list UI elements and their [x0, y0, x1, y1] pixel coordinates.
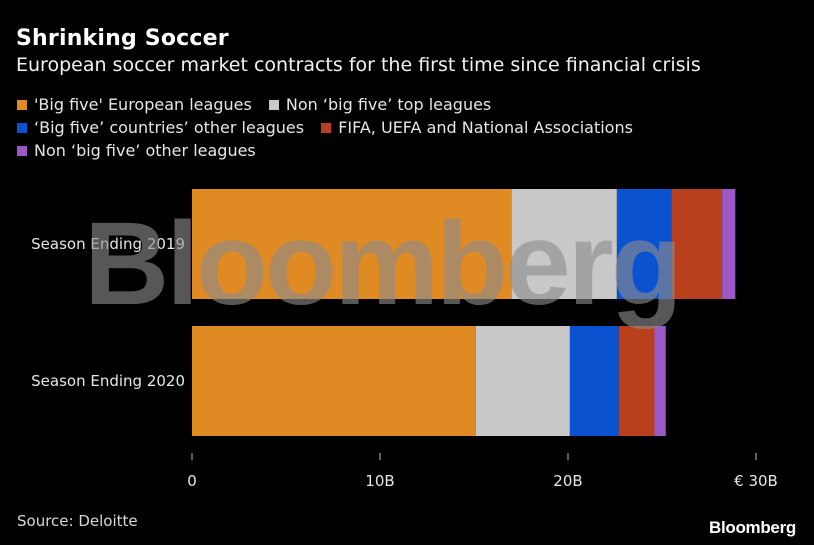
bar-segment-1-2: [569, 326, 619, 436]
legend-item-big-five: 'Big five' European leagues: [17, 95, 252, 114]
category-label: Season Ending 2019: [31, 235, 185, 253]
x-tick-label: € 30B: [734, 472, 778, 490]
chart-title: Shrinking Soccer: [16, 26, 229, 51]
legend-label-big-five-other: ‘Big five’ countries’ other leagues: [34, 118, 305, 137]
bar-segment-0-1: [511, 189, 617, 299]
legend: 'Big five' European leagues Non ‘big fiv…: [17, 95, 645, 164]
x-tick-label: 20B: [553, 472, 582, 490]
bar-segment-1-0: [192, 326, 476, 436]
bar-segment-0-2: [616, 189, 672, 299]
bar-segment-0-0: [192, 189, 512, 299]
x-tick-label: 0: [187, 472, 197, 490]
bar-segment-1-3: [618, 326, 655, 436]
brand-logo: Bloomberg: [708, 518, 796, 537]
legend-item-non-big-five-top: Non ‘big five’ top leagues: [268, 95, 492, 114]
chart-subtitle: European soccer market contracts for the…: [16, 54, 701, 76]
legend-swatch-non-big-five-other: [17, 146, 27, 156]
source-note: Source: Deloitte: [17, 512, 138, 530]
legend-label-fifa-uefa: FIFA, UEFA and National Associations: [338, 118, 633, 137]
legend-swatch-big-five: [17, 100, 27, 110]
legend-item-fifa-uefa: FIFA, UEFA and National Associations: [321, 118, 633, 137]
legend-label-non-big-five-top: Non ‘big five’ top leagues: [285, 95, 492, 114]
legend-swatch-big-five-other: [17, 123, 27, 133]
x-tick-label: 10B: [365, 472, 394, 490]
legend-row: 'Big five' European leagues Non ‘big fiv…: [17, 95, 645, 118]
legend-row: ‘Big five’ countries’ other leagues FIFA…: [17, 118, 645, 141]
legend-label-non-big-five-other: Non ‘big five’ other leagues: [34, 141, 256, 160]
legend-item-non-big-five-other: Non ‘big five’ other leagues: [17, 141, 256, 160]
bar-segment-1-4: [654, 326, 666, 436]
category-label: Season Ending 2020: [31, 372, 185, 390]
legend-swatch-fifa-uefa: [321, 123, 332, 133]
bar-segment-1-1: [475, 326, 570, 436]
bar-segment-0-4: [722, 189, 736, 299]
legend-item-big-five-other: ‘Big five’ countries’ other leagues: [17, 118, 304, 137]
bar-segment-0-3: [671, 189, 723, 299]
legend-label-big-five: 'Big five' European leagues: [34, 95, 252, 114]
legend-row: Non ‘big five’ other leagues: [17, 141, 645, 164]
legend-swatch-non-big-five-top: [268, 100, 279, 110]
